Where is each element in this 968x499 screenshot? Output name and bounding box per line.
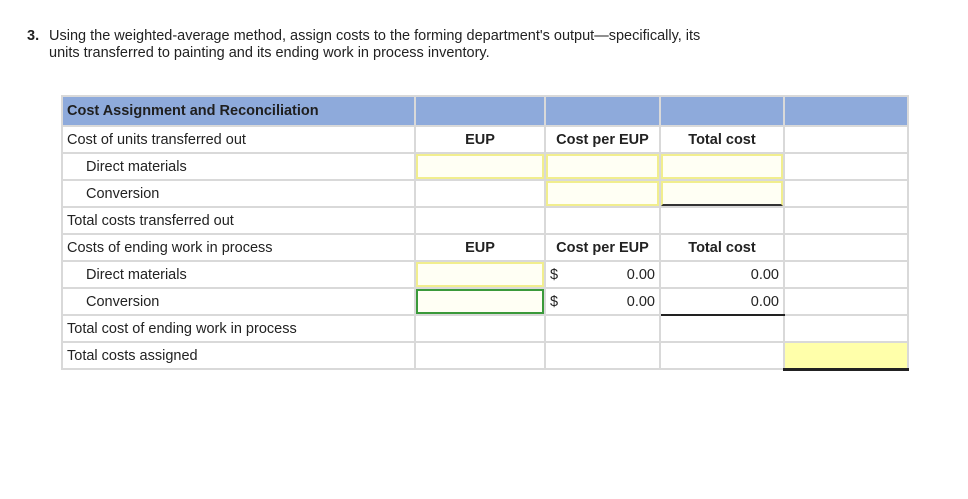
input-box[interactable] xyxy=(416,289,544,314)
input-box[interactable] xyxy=(546,154,659,179)
cost-per-eup-value: 0.00 xyxy=(626,266,655,283)
cost-per-eup-value: 0.00 xyxy=(626,293,655,310)
transferred-dm-eup-input[interactable] xyxy=(414,152,546,181)
ending-wip-dm-row: Direct materials $ 0.00 0.00 xyxy=(61,260,909,289)
empty-cell xyxy=(414,179,546,208)
total-ending-wip-label: Total cost of ending work in process xyxy=(61,314,416,343)
ending-wip-label: Costs of ending work in process xyxy=(61,233,416,262)
empty-cell xyxy=(783,152,909,181)
question-line-2: units transferred to painting and its en… xyxy=(49,45,490,61)
ending-wip-conversion-row: Conversion $ 0.00 0.00 xyxy=(61,287,909,316)
header-cell xyxy=(414,95,546,127)
input-box[interactable] xyxy=(661,181,783,206)
header-cell xyxy=(783,95,909,127)
total-transferred-row: Total costs transferred out xyxy=(61,206,909,235)
ending-wip-dm-label: Direct materials xyxy=(61,260,416,289)
currency-symbol: $ xyxy=(550,293,559,310)
transferred-conversion-cost-per-eup-input[interactable] xyxy=(544,179,661,208)
total-costs-assigned-row: Total costs assigned xyxy=(61,341,909,371)
question-line-1: 3. Using the weighted-average method, ass… xyxy=(27,28,927,45)
eup-column-header: EUP xyxy=(414,125,546,154)
total-ending-wip-row: Total cost of ending work in process xyxy=(61,314,909,343)
empty-cell xyxy=(544,206,661,235)
empty-cell xyxy=(414,341,546,370)
transferred-conversion-row: Conversion xyxy=(61,179,909,208)
ending-wip-header-row: Costs of ending work in process EUP Cost… xyxy=(61,233,909,262)
question-number: 3. xyxy=(27,28,40,44)
empty-cell xyxy=(659,341,785,370)
empty-cell xyxy=(414,314,546,343)
input-box[interactable] xyxy=(661,154,783,179)
ending-wip-dm-total-cost: 0.00 xyxy=(659,260,785,289)
total-transferred-label: Total costs transferred out xyxy=(61,206,416,235)
eup-column-header: EUP xyxy=(414,233,546,262)
total-costs-assigned-input[interactable] xyxy=(783,341,909,371)
empty-cell xyxy=(659,206,785,235)
table-header-row: Cost Assignment and Reconciliation xyxy=(61,95,909,127)
transferred-conversion-total-cost-input[interactable] xyxy=(659,179,785,208)
empty-cell xyxy=(544,341,661,370)
header-cell xyxy=(659,95,785,127)
cost-assignment-table: Cost Assignment and Reconciliation Cost … xyxy=(61,95,909,371)
empty-cell xyxy=(414,206,546,235)
question-line-1-text: Using the weighted-average method, assig… xyxy=(49,28,701,44)
transferred-conversion-label: Conversion xyxy=(61,179,416,208)
total-cost-column-header: Total cost xyxy=(659,233,785,262)
empty-cell xyxy=(783,125,909,154)
table-title: Cost Assignment and Reconciliation xyxy=(61,95,416,127)
empty-cell xyxy=(783,260,909,289)
cost-per-eup-column-header: Cost per EUP xyxy=(544,233,661,262)
total-costs-assigned-label: Total costs assigned xyxy=(61,341,416,370)
currency-symbol: $ xyxy=(550,266,559,283)
ending-wip-dm-cost-per-eup: $ 0.00 xyxy=(544,260,661,289)
total-cost-column-header: Total cost xyxy=(659,125,785,154)
empty-cell xyxy=(783,206,909,235)
transferred-dm-label: Direct materials xyxy=(61,152,416,181)
empty-cell xyxy=(783,287,909,316)
ending-wip-conversion-eup-input[interactable] xyxy=(414,287,546,316)
input-box[interactable] xyxy=(546,181,659,206)
ending-wip-dm-eup-input[interactable] xyxy=(414,260,546,289)
empty-cell xyxy=(783,314,909,343)
header-cell xyxy=(544,95,661,127)
ending-wip-conversion-label: Conversion xyxy=(61,287,416,316)
empty-cell xyxy=(544,314,661,343)
question-text: 3. Using the weighted-average method, ass… xyxy=(27,28,927,62)
ending-wip-conversion-cost-per-eup: $ 0.00 xyxy=(544,287,661,316)
input-box[interactable] xyxy=(416,262,544,287)
transferred-out-label: Cost of units transferred out xyxy=(61,125,416,154)
cost-per-eup-column-header: Cost per EUP xyxy=(544,125,661,154)
transferred-dm-cost-per-eup-input[interactable] xyxy=(544,152,661,181)
ending-wip-conversion-total-cost: 0.00 xyxy=(659,287,785,316)
transferred-dm-total-cost-input[interactable] xyxy=(659,152,785,181)
input-box[interactable] xyxy=(416,154,544,179)
empty-cell xyxy=(783,233,909,262)
empty-cell xyxy=(783,179,909,208)
empty-cell xyxy=(659,314,785,343)
transferred-out-header-row: Cost of units transferred out EUP Cost p… xyxy=(61,125,909,154)
transferred-dm-row: Direct materials xyxy=(61,152,909,181)
